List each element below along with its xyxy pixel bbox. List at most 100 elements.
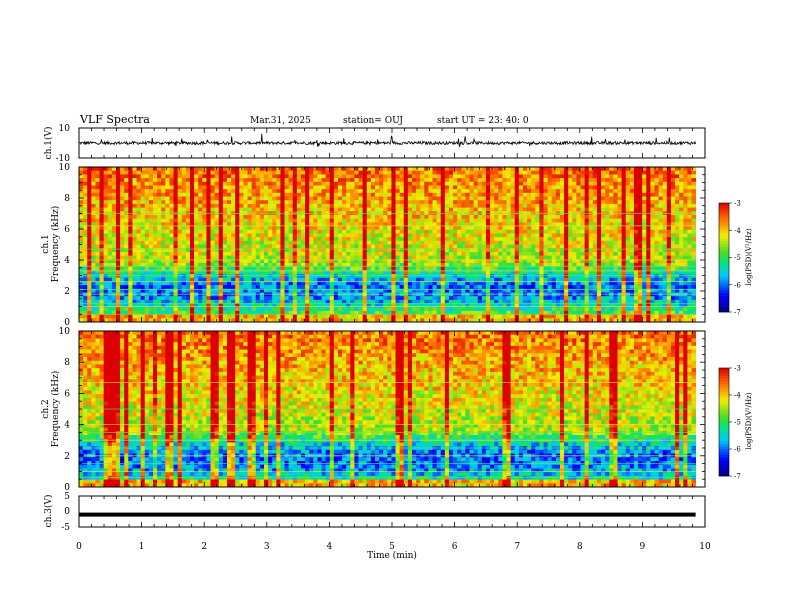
spectrogram-cell [202,314,207,319]
spectrogram-cell [535,189,540,194]
spectrogram-cell [498,174,503,179]
spectrogram-cell [120,274,125,279]
spectrogram-cell [259,292,265,297]
spectrogram-cell [428,285,433,290]
spectrogram-cell [416,314,421,319]
spectrogram-cell [399,214,405,220]
spectrogram-cell [448,226,454,231]
spectrogram-cell [235,255,240,260]
spectrogram-cell [391,240,396,245]
spectrogram-cell [280,237,285,242]
spectrogram-cell [321,222,327,227]
spectrogram-cell [461,237,466,242]
spectrogram-cell [510,299,516,304]
spectrogram-cell [140,170,146,175]
spectrogram-cell [485,200,491,205]
spectrogram-cell [263,277,269,282]
spectrogram-cell [177,307,183,312]
spectrogram-cell [202,181,207,186]
spectrogram-cell [152,259,158,264]
spectrogram-cell [453,226,458,231]
spectrogram-cell [354,277,359,282]
spectrogram-cell [494,318,499,323]
spectrogram-cell [473,185,479,190]
spectrogram-cell [535,214,540,220]
spectrogram-cell [255,178,261,183]
spectrogram-cell [465,288,470,293]
spectrogram-cell [518,200,524,205]
spectrogram-cell [473,200,479,205]
spectrogram-cell [128,310,133,316]
spectrogram-cell [198,167,203,172]
spectrogram-cell [411,274,417,279]
spectrogram-cell [202,248,207,253]
spectrogram-cell [494,181,499,186]
spectrogram-cell [120,303,125,308]
spectrogram-cell [107,237,113,242]
spectrogram-cell [461,218,466,223]
spectrogram-cell [506,318,512,323]
spectrogram-cell [218,310,224,316]
spectrogram-cell [547,185,553,190]
spectrogram-cell [313,318,318,323]
spectrogram-cell [366,203,372,208]
spectrogram-cell [448,310,454,316]
spectrogram-cell [157,299,162,304]
spectrogram-cell [136,185,142,190]
spectrogram-cell [543,262,549,268]
spectrogram-cell [292,196,298,201]
spectrogram-cell [547,310,553,316]
spectrogram-cell [272,189,277,194]
spectrogram-cell [198,299,203,304]
spectrogram-cell [161,281,166,286]
spectrogram-cell [259,226,265,231]
spectrogram-cell [395,270,401,275]
spectrogram-cell [403,310,409,316]
spectrogram-cell [296,167,302,172]
spectrogram-cell [374,274,380,279]
spectrogram-cell [494,167,499,172]
spectrogram-cell [366,259,372,264]
spectrogram-cell [292,248,298,253]
spectrogram-cell [132,167,137,172]
spectrogram-cell [543,229,549,234]
spectrogram-cell [346,285,351,290]
spectrogram-cell [465,255,470,260]
spectrogram-cell [210,285,216,290]
spectrogram-cell [198,274,203,279]
spectrogram-cell [337,277,343,282]
spectrogram-cell [453,240,458,245]
spectrogram-cell [350,229,355,234]
spectrogram-cell [498,218,503,223]
spectrogram-cell [506,237,512,242]
spectrogram-cell [181,251,187,256]
spectrogram-cell [107,318,113,323]
spectrogram-cell [551,174,557,179]
spectrogram-cell [87,229,92,234]
spectrogram-cell [535,251,540,256]
spectrogram-cell [543,226,549,231]
spectrogram-cell [358,229,364,234]
spectrogram-cell [473,189,479,194]
spectrogram-cell [366,255,372,260]
spectrogram-cell [350,310,355,316]
spectrogram-cell [440,203,446,208]
spectrogram-cell [453,248,458,253]
spectrogram-cell [416,237,421,242]
spectrogram-cell [481,240,487,245]
spectrogram-cell [107,310,113,316]
spectrogram-cell [362,178,368,183]
spectrogram-cell [292,174,298,179]
spectrogram-cell [354,167,359,172]
spectrogram-cell [531,288,536,293]
spectrogram-cell [366,270,372,275]
spectrogram-cell [120,296,125,301]
spectrogram-cell [325,285,331,290]
spectrogram-cell [157,285,162,290]
spectrogram-cell [165,233,170,238]
spectrogram-cell [136,222,142,227]
spectrogram-cell [263,266,269,271]
spectrogram-cell [428,192,433,197]
spectrogram-cell [181,248,187,253]
spectrogram-cell [189,226,195,231]
